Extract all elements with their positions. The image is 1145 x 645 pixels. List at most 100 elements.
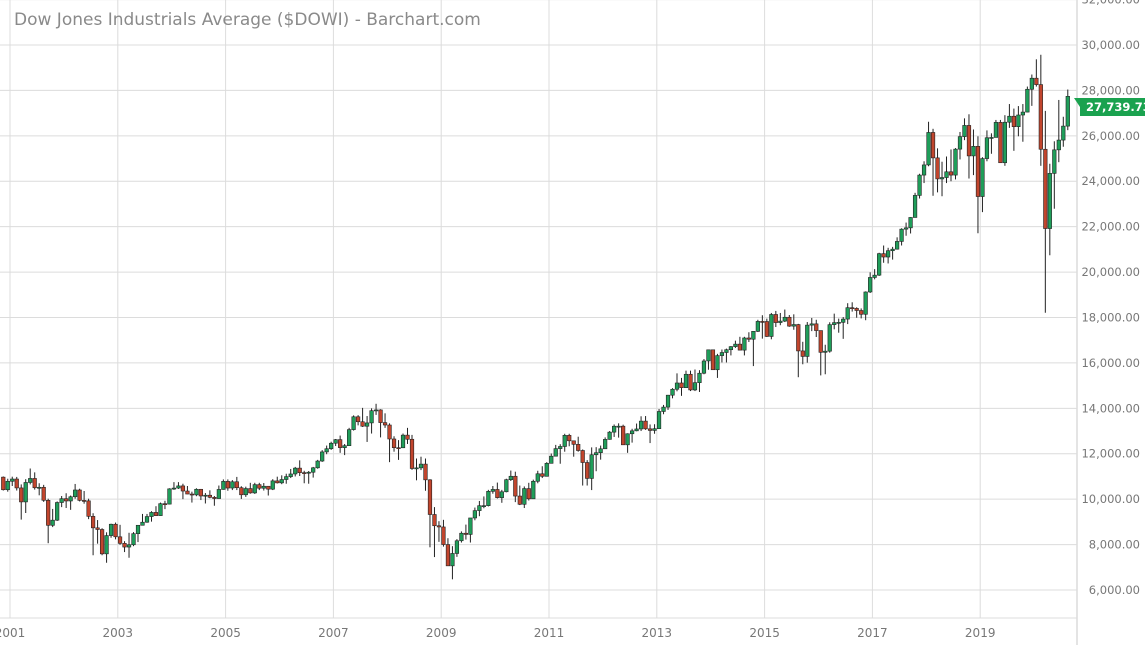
candle (859, 308, 864, 319)
candle (468, 517, 473, 543)
candle (522, 486, 527, 509)
candle-body (953, 148, 958, 176)
candle (176, 482, 181, 489)
candle (382, 413, 388, 428)
candle-body (975, 146, 981, 197)
candle (616, 423, 621, 438)
candle-body (270, 480, 275, 490)
candle-body (791, 324, 796, 327)
candle (221, 479, 226, 490)
candle-body (800, 350, 805, 357)
candle (769, 312, 774, 340)
candle (342, 443, 347, 456)
candle-body (1034, 77, 1039, 85)
candle (1034, 59, 1039, 87)
candle-body (755, 321, 760, 332)
candle (755, 319, 760, 333)
candle (95, 520, 100, 544)
candle-body (580, 450, 585, 463)
candle (409, 434, 415, 470)
candle-body (1038, 84, 1043, 150)
candle-body (899, 228, 904, 242)
candle (59, 495, 64, 508)
candle-body (171, 487, 177, 490)
candle-body (432, 514, 437, 527)
candle-body (818, 330, 823, 353)
candle (315, 459, 320, 469)
candle-body (423, 463, 428, 481)
candle-body (472, 510, 477, 519)
candle (477, 500, 482, 517)
candle (19, 484, 24, 520)
candle (692, 369, 698, 392)
candle (728, 346, 734, 356)
candle (939, 161, 945, 197)
candle-body (288, 473, 293, 477)
candle-body (5, 480, 10, 491)
candle (1, 476, 6, 491)
candle-body (342, 445, 347, 448)
y-tick-label: 18,000.00 (1081, 310, 1140, 324)
candle (832, 313, 837, 330)
candle-body (778, 320, 783, 323)
candle-body (886, 250, 891, 258)
candle-body (180, 485, 186, 492)
x-tick-label: 2007 (318, 626, 349, 640)
candle-body (746, 337, 751, 340)
candle-body (306, 471, 311, 474)
y-tick-label: 8,000.00 (1089, 538, 1140, 552)
y-tick-label: 22,000.00 (1081, 220, 1140, 234)
candle (850, 302, 855, 312)
candle (122, 541, 127, 553)
candle (490, 485, 495, 494)
candle (719, 349, 725, 363)
candle-body (805, 324, 810, 357)
candle-body (135, 524, 141, 534)
candle (10, 476, 15, 486)
candle-body (50, 519, 55, 526)
candle (369, 408, 374, 434)
candle-body (535, 473, 540, 482)
candle-body (562, 435, 567, 447)
candle (710, 349, 716, 371)
candle-body (477, 505, 482, 511)
candle (243, 486, 248, 497)
candle (373, 403, 379, 415)
candle-body (32, 478, 37, 489)
candle-body (409, 438, 415, 469)
candle-body (459, 532, 464, 542)
candle-body (445, 544, 451, 567)
candle-body (683, 373, 689, 388)
candle (742, 336, 747, 356)
candle-body (414, 467, 419, 470)
candle (567, 433, 572, 447)
candle (845, 303, 850, 325)
candle-body (558, 446, 563, 449)
candle-body (661, 406, 666, 412)
candle (194, 488, 199, 497)
y-tick-label: 32,000.00 (1081, 0, 1140, 7)
candle (162, 500, 168, 510)
candle-body (391, 438, 397, 449)
candle-body (903, 227, 909, 230)
candle (73, 483, 78, 499)
candle-body (984, 137, 990, 159)
candle-body (364, 422, 370, 427)
candle (82, 490, 87, 504)
candle (971, 129, 976, 176)
candle-body (162, 503, 168, 505)
candle-body (153, 512, 159, 516)
candle-body (998, 122, 1003, 164)
candle-body (149, 512, 154, 517)
candle-body (10, 478, 15, 482)
candle (391, 436, 397, 452)
candle-body (117, 536, 123, 544)
candle (998, 119, 1003, 164)
candle (364, 416, 370, 442)
grid (0, 0, 1078, 645)
candle (737, 336, 742, 351)
candle (598, 445, 603, 460)
candle-body (441, 526, 446, 545)
candle (270, 479, 275, 491)
